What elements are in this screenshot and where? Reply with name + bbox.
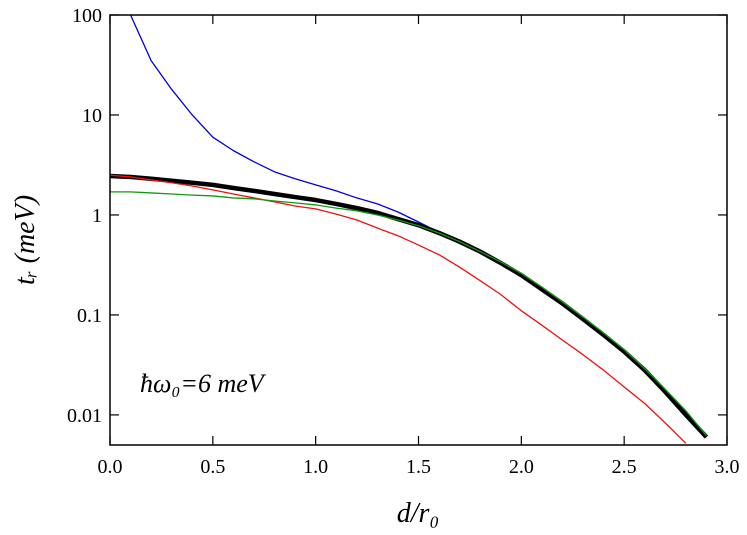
series-line xyxy=(110,191,707,437)
x-tick-label: 3.0 xyxy=(715,456,740,478)
annotation: ħω₀=6 meV xyxy=(140,369,267,398)
x-tick-label: 0.5 xyxy=(200,456,225,478)
x-tick-label: 1.5 xyxy=(406,456,431,478)
plot-lines xyxy=(110,15,709,444)
x-axis-title: d/r₀ xyxy=(397,498,439,529)
series-line xyxy=(110,173,709,439)
y-tick-label: 0.01 xyxy=(67,405,102,427)
series-line xyxy=(110,174,687,444)
x-tick-label: 2.5 xyxy=(612,456,637,478)
x-tick-label: 0.0 xyxy=(98,456,123,478)
x-tick-label: 1.0 xyxy=(303,456,328,478)
x-tick-label: 2.0 xyxy=(509,456,534,478)
y-tick-label: 100 xyxy=(72,5,102,27)
y-tick-label: 1 xyxy=(92,205,102,227)
y-axis-title: tᵣ (meV) xyxy=(10,195,41,285)
y-tick-label: 10 xyxy=(82,105,102,127)
y-tick-label: 0.1 xyxy=(77,305,102,327)
